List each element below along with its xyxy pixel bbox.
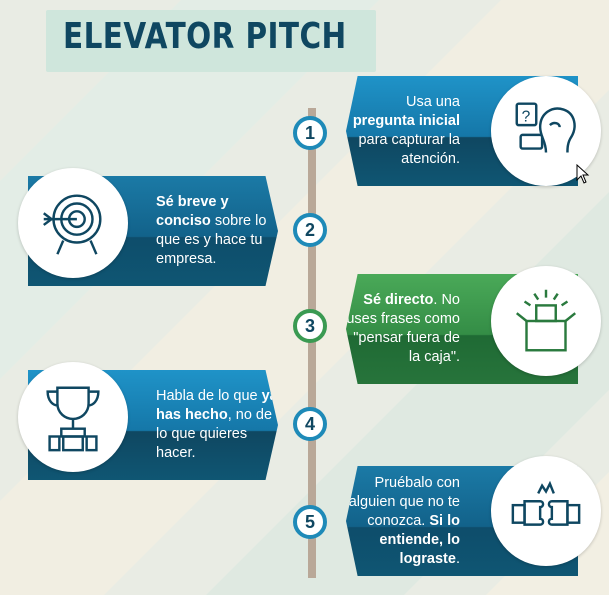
step-2-text: Sé breve y conciso sobre lo que es y hac… xyxy=(156,194,267,267)
step-3-text: Sé directo. No uses frases como "pensar … xyxy=(346,292,460,365)
step-1-icon-circle: ? xyxy=(491,76,601,186)
svg-text:?: ? xyxy=(522,108,531,125)
step-4-icon-circle xyxy=(18,362,128,472)
step-3-number: 3 xyxy=(293,309,327,343)
step-5-text: Pruébalo con alguien que no te conozca. … xyxy=(348,474,460,567)
step-2-number: 2 xyxy=(293,213,327,247)
fist-bump-icon xyxy=(511,480,581,526)
target-arrow-icon xyxy=(43,194,102,255)
step-4-number: 4 xyxy=(293,407,327,441)
step-3-icon-circle xyxy=(491,266,601,376)
page-title: ELEVATOR PITCH xyxy=(63,16,347,57)
trophy-icon xyxy=(46,386,100,452)
title-band xyxy=(46,10,376,72)
step-5-number: 5 xyxy=(293,505,327,539)
timeline xyxy=(308,108,316,578)
step-5-icon-circle xyxy=(491,456,601,566)
step-4-text: Habla de lo que ya has hecho, no de lo q… xyxy=(156,388,278,461)
step-1-number: 1 xyxy=(293,116,327,150)
step-2-icon-circle xyxy=(18,168,128,278)
mouse-cursor-icon xyxy=(576,163,590,189)
question-head-icon: ? xyxy=(515,102,576,153)
open-box-icon xyxy=(515,289,577,352)
step-1-text: Usa una pregunta inicial para capturar l… xyxy=(352,94,460,167)
